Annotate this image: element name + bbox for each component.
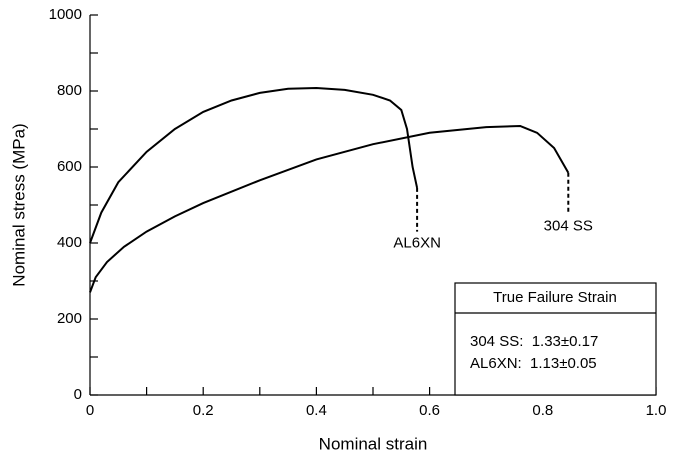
x-tick-label: 1.0	[646, 402, 667, 419]
y-tick-label: 0	[74, 386, 82, 403]
line	[89, 86, 419, 244]
series-label: 304 SS	[544, 217, 593, 234]
x-tick-label: 0.8	[532, 402, 553, 419]
table-box	[454, 282, 657, 396]
x-tick-label: 0.2	[193, 402, 214, 419]
y-tick-label: 200	[57, 310, 82, 327]
y-tick-label: 800	[57, 82, 82, 99]
x-tick-label: 0.4	[306, 402, 327, 419]
table-row: 304 SS: 1.33±0.17	[470, 333, 598, 350]
y-tick-label: 600	[57, 158, 82, 175]
y-axis-label: Nominal stress (MPa)	[9, 123, 28, 286]
y-tick-label: 1000	[49, 6, 82, 23]
y-tick-label: 400	[57, 234, 82, 251]
series-label: AL6XN	[393, 235, 441, 252]
x-axis-label: Nominal strain	[319, 434, 428, 453]
line	[89, 124, 570, 293]
x-tick-label: 0.6	[419, 402, 440, 419]
x-tick-label: 0	[86, 402, 94, 419]
table-title: True Failure Strain	[493, 289, 617, 306]
table-row: AL6XN: 1.13±0.05	[470, 355, 597, 372]
